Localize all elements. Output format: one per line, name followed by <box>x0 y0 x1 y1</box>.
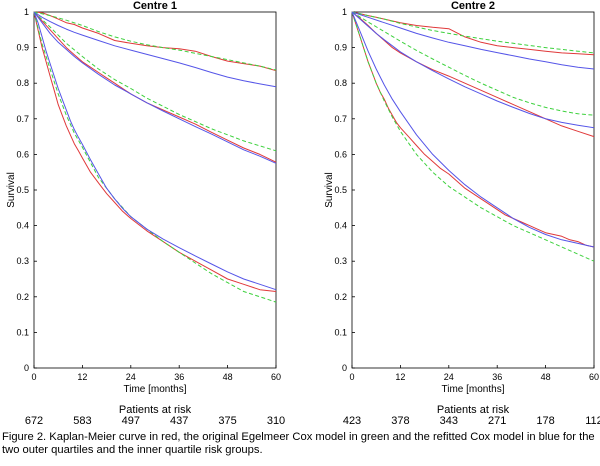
plot-centre-2: Centre 2 0 0.1 0.2 0.3 0.4 0.5 0.6 0.7 0.8 0.9 1 0 12… <box>324 0 599 395</box>
x-tick-label: 60 <box>589 372 599 382</box>
y-tick-label: 0.8 <box>334 78 347 88</box>
kaplan-meier-curve-top <box>33 11 277 72</box>
x-tick-label: 12 <box>395 372 405 382</box>
patients-at-risk-count: 271 <box>488 415 507 427</box>
x-tick-label: 48 <box>223 372 233 382</box>
y-tick-label: 0.4 <box>334 221 347 231</box>
y-tick-label: 0.1 <box>334 327 347 337</box>
refitted-cox-curve-top <box>351 11 595 70</box>
y-tick-label: 0.9 <box>16 43 29 53</box>
refitted-cox-curve-top <box>33 11 277 88</box>
original-cox-curve-middle <box>33 11 277 152</box>
x-tick-label: 0 <box>349 372 354 382</box>
original-cox-curve-bottom <box>351 11 595 262</box>
figure-caption: Figure 2. Kaplan-Meier curve in red, the… <box>2 431 595 456</box>
y-tick-label: 0.4 <box>16 221 29 231</box>
kaplan-meier-curve-middle <box>33 11 277 163</box>
y-tick-label: 0 <box>342 363 347 373</box>
y-axis-label: Survival <box>6 172 17 208</box>
y-tick-label: 0.2 <box>334 292 347 302</box>
y-tick-label: 0.2 <box>16 292 29 302</box>
x-tick-label: 24 <box>444 372 454 382</box>
x-tick-label: 36 <box>492 372 502 382</box>
chart-title: Centre 2 <box>451 0 495 12</box>
patients-at-risk-count: 423 <box>342 415 362 427</box>
patients-at-risk-count: 343 <box>439 415 458 427</box>
y-tick-label: 0.3 <box>16 256 29 266</box>
y-tick-label: 0.6 <box>16 149 29 159</box>
original-cox-curve-middle <box>351 11 595 116</box>
plot-frame <box>351 11 595 369</box>
patients-at-risk-count: 375 <box>218 415 237 427</box>
x-tick-label: 24 <box>126 372 136 382</box>
y-axis-label: Survival <box>324 172 335 208</box>
patients-at-risk-count: 437 <box>170 415 189 427</box>
y-tick-label: 0.7 <box>16 114 29 124</box>
y-tick-label: 0.8 <box>16 78 29 88</box>
y-tick-label: 1 <box>24 7 29 17</box>
x-tick-label: 12 <box>77 372 87 382</box>
refitted-cox-curve-bottom <box>351 11 595 248</box>
original-cox-curve-top <box>33 11 277 71</box>
y-tick-label: 0.1 <box>16 327 29 337</box>
chart-title: Centre 1 <box>133 0 177 12</box>
y-tick-label: 0.5 <box>16 185 29 195</box>
kaplan-meier-curve-middle <box>351 11 595 138</box>
y-tick-label: 0.5 <box>334 185 347 195</box>
x-tick-label: 60 <box>271 372 281 382</box>
patients-at-risk-title-centre-2: Patients at risk <box>436 404 510 416</box>
patients-at-risk-count: 378 <box>391 415 410 427</box>
refitted-cox-curve-middle <box>351 11 595 129</box>
x-axis-label: Time [months] <box>124 384 187 395</box>
plot-frame <box>33 11 277 369</box>
y-tick-label: 0 <box>24 363 29 373</box>
patients-at-risk-count: 310 <box>266 415 286 427</box>
x-tick-label: 0 <box>31 372 36 382</box>
x-axis-label: Time [months] <box>442 384 505 395</box>
patients-at-risk-count: 583 <box>73 415 92 427</box>
kaplan-meier-curve-top <box>351 11 595 56</box>
patients-at-risk-count: 178 <box>536 415 555 427</box>
kaplan-meier-curve-bottom <box>33 11 277 292</box>
original-cox-curve-bottom <box>33 11 277 303</box>
patients-at-risk-title-centre-1: Patients at risk <box>118 404 192 416</box>
y-tick-label: 0.6 <box>334 149 347 159</box>
plot-centre-1: Centre 1 0 0.1 0.2 0.3 0.4 0.5 0.6 0.7 0.8 0.9 1 0 12… <box>6 0 281 395</box>
refitted-cox-curve-middle <box>33 11 277 164</box>
original-cox-curve-top <box>351 11 595 54</box>
y-tick-label: 0.9 <box>334 43 347 53</box>
patients-at-risk-count: 497 <box>121 415 140 427</box>
patients-at-risk-count: 112 <box>585 415 600 427</box>
y-tick-label: 0.3 <box>334 256 347 266</box>
y-tick-label: 1 <box>342 7 347 17</box>
x-tick-label: 48 <box>541 372 551 382</box>
y-tick-label: 0.7 <box>334 114 347 124</box>
patients-at-risk-count: 672 <box>24 415 44 427</box>
refitted-cox-curve-bottom <box>33 11 277 291</box>
x-tick-label: 36 <box>174 372 184 382</box>
